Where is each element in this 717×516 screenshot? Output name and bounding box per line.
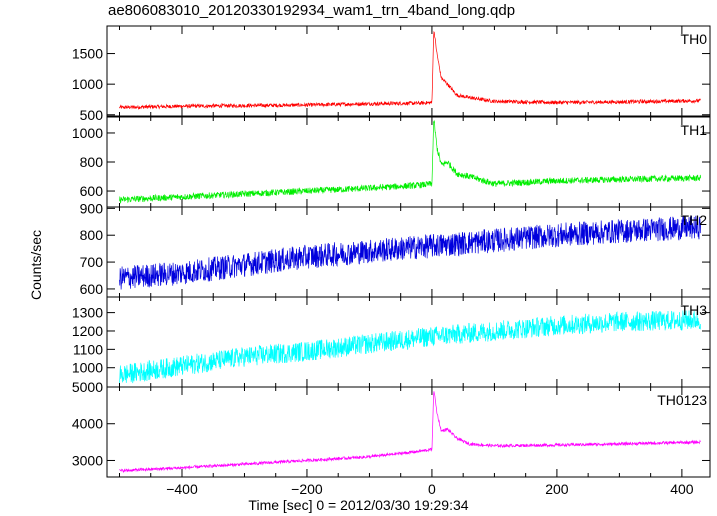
series-line-th0 [119, 31, 701, 111]
series-line-th0123 [119, 391, 701, 474]
series-line-th1 [119, 120, 701, 204]
x-tick-label: 400 [670, 481, 694, 497]
series-line-th2 [119, 215, 701, 290]
x-tick-label: 200 [545, 481, 569, 497]
y-tick-label: 3000 [72, 452, 103, 468]
x-tick-label: −400 [166, 481, 198, 497]
y-tick-label: 1000 [72, 76, 103, 92]
panel-frame [106, 386, 711, 478]
series-label-th1: TH1 [681, 122, 708, 138]
y-tick-label: 900 [80, 200, 104, 216]
y-tick-label: 600 [80, 281, 104, 297]
y-tick-label: 800 [80, 154, 104, 170]
y-tick-label: 1500 [72, 46, 103, 62]
x-tick-label: −200 [291, 481, 323, 497]
x-axis-label: Time [sec] 0 = 2012/03/30 19:29:34 [248, 497, 469, 513]
series-label-th0: TH0 [681, 31, 708, 47]
series-label-th0123: TH0123 [657, 392, 707, 408]
y-tick-label: 1300 [72, 305, 103, 321]
y-tick-label: 5000 [72, 379, 103, 395]
y-tick-label: 1000 [72, 125, 103, 141]
y-tick-label: 500 [80, 107, 104, 123]
y-tick-label: 600 [80, 183, 104, 199]
y-tick-label: 1200 [72, 323, 103, 339]
series-line-th3 [119, 310, 701, 384]
figure-title: ae806083010_20120330192934_wam1_trn_4ban… [108, 2, 516, 19]
y-tick-label: 1000 [72, 360, 103, 376]
series-label-th3: TH3 [681, 302, 708, 318]
panel-frame [106, 116, 711, 208]
y-tick-label: 700 [80, 254, 104, 270]
series-label-th2: TH2 [681, 212, 708, 228]
y-tick-label: 4000 [72, 416, 103, 432]
x-tick-label: 0 [428, 481, 436, 497]
y-tick-label: 1100 [73, 341, 103, 357]
y-tick-label: 800 [80, 227, 104, 243]
panel-frame [106, 25, 711, 117]
